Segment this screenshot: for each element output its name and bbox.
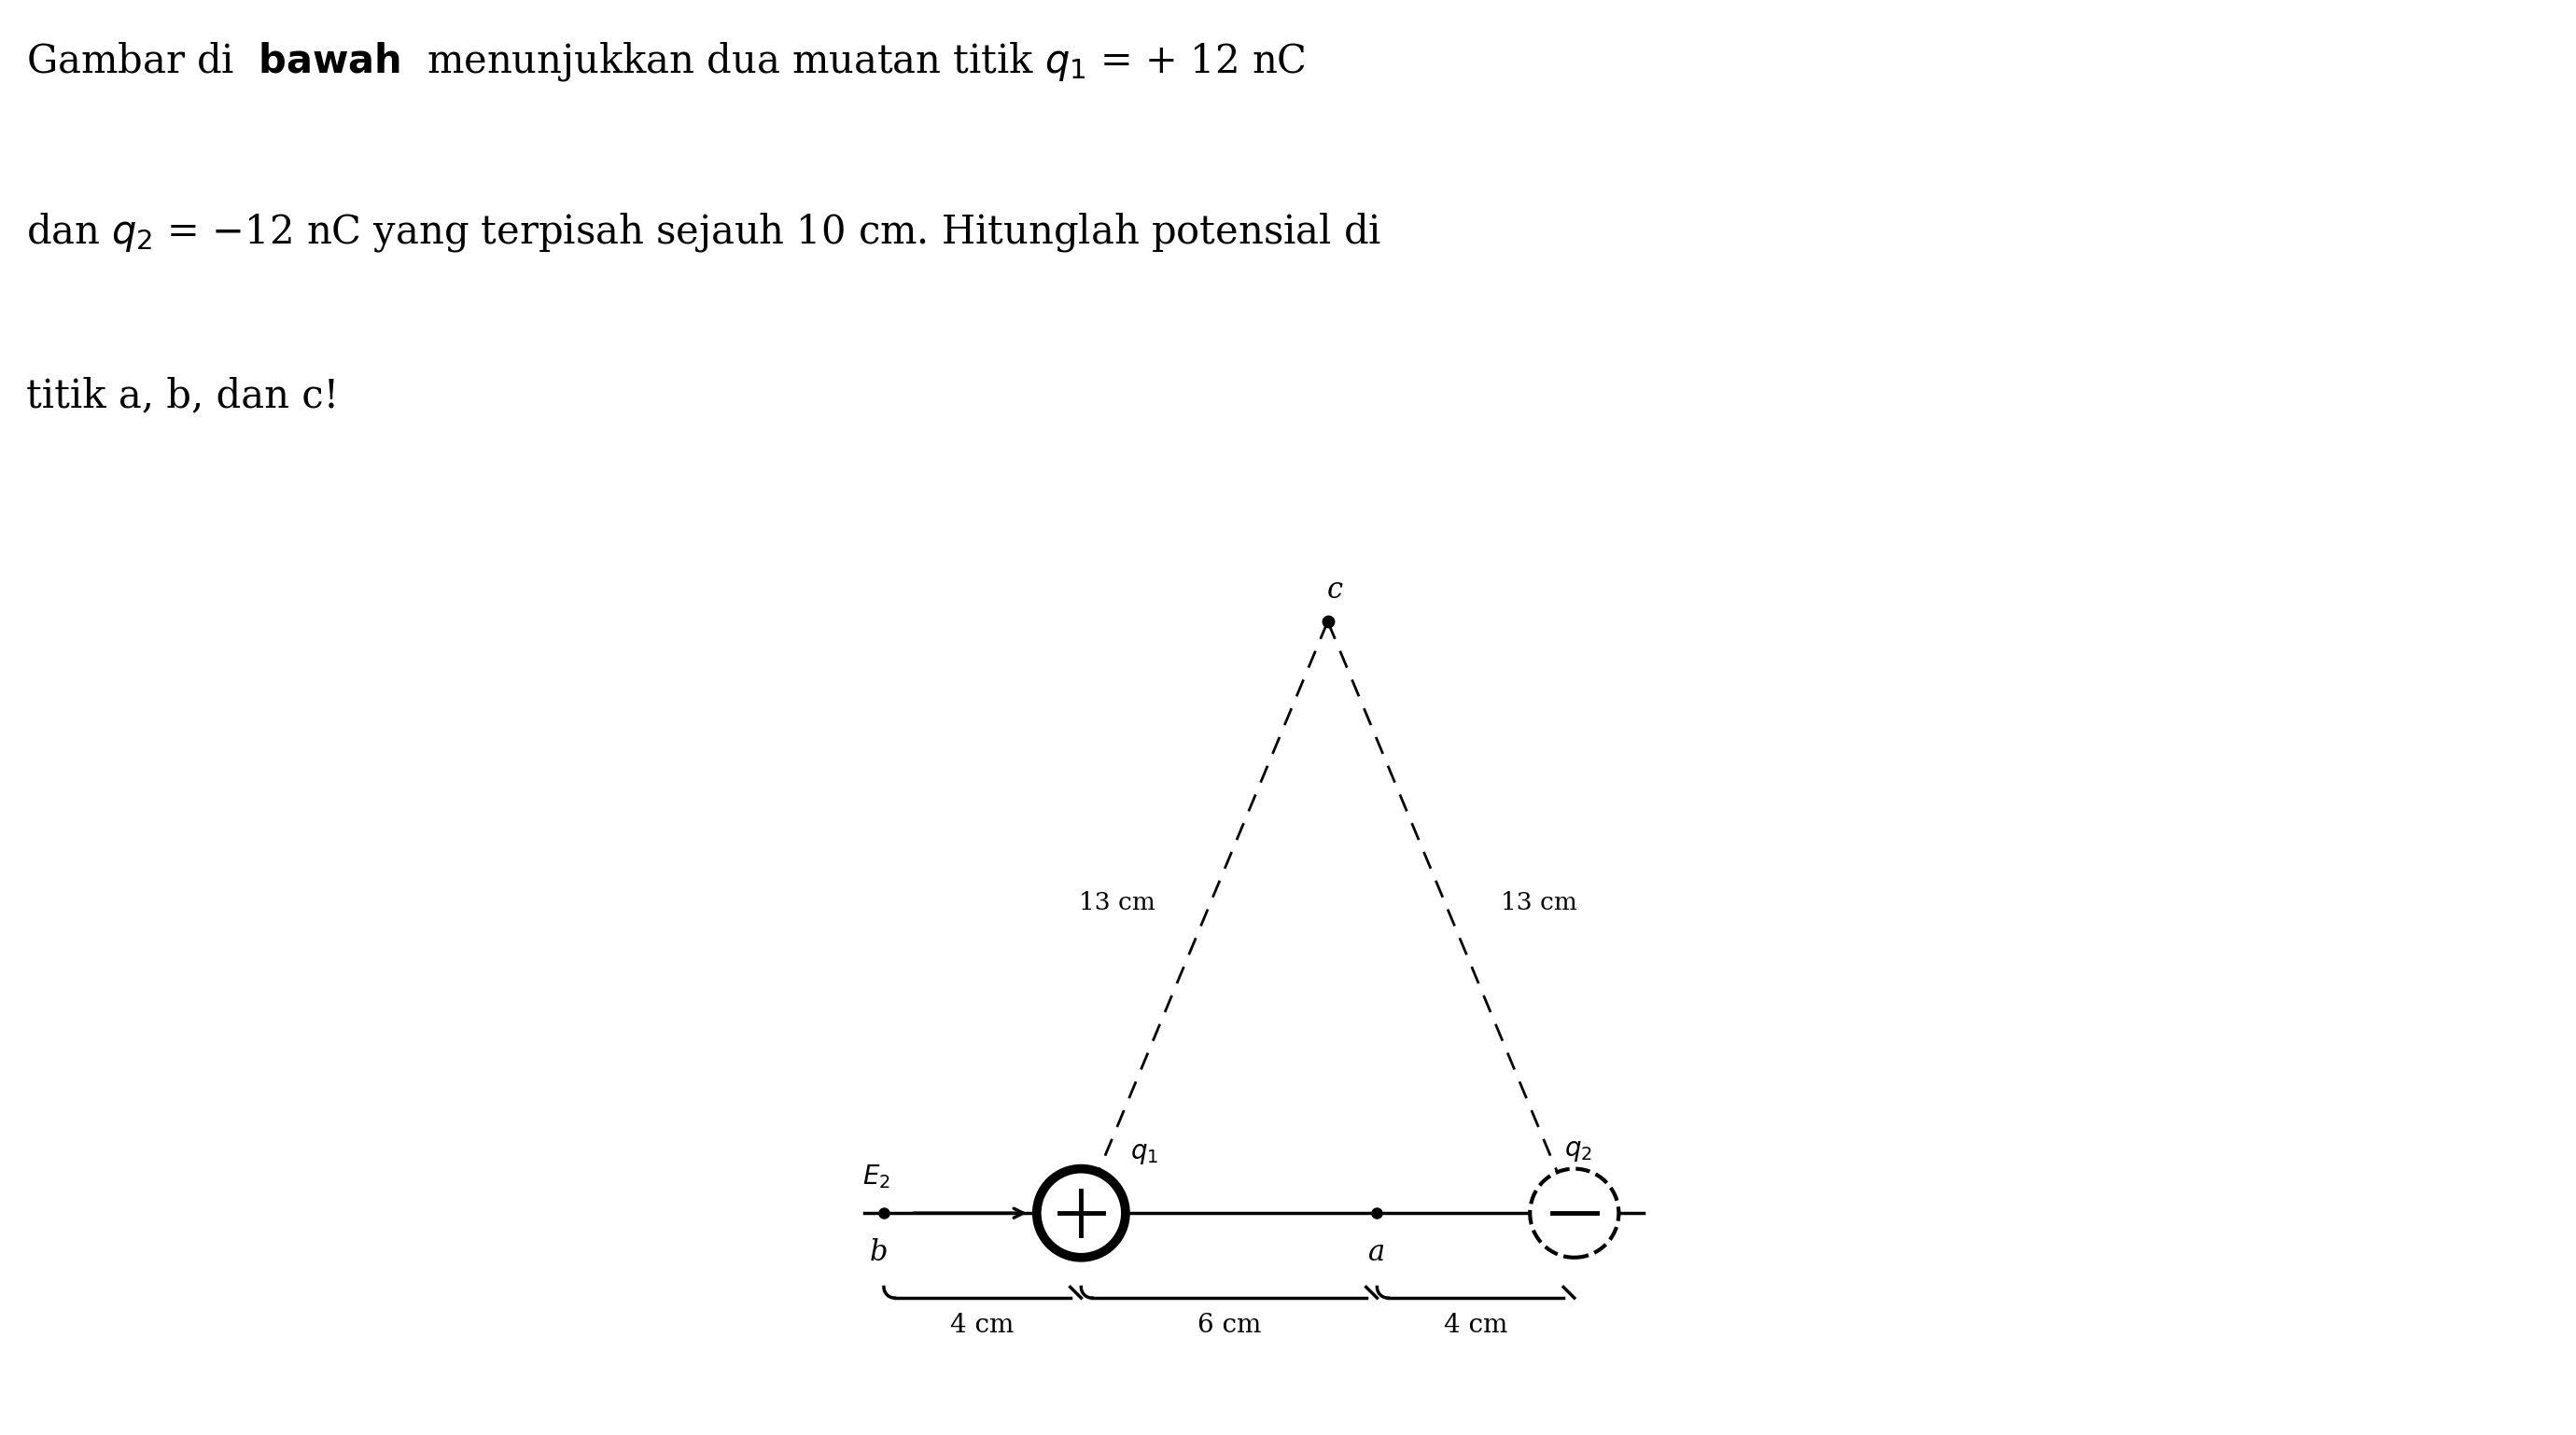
Text: 13 cm: 13 cm bbox=[1079, 891, 1154, 914]
Text: 6 cm: 6 cm bbox=[1198, 1313, 1262, 1337]
Text: titik a, b, dan c!: titik a, b, dan c! bbox=[26, 376, 337, 416]
Text: $q_2$: $q_2$ bbox=[1564, 1138, 1592, 1164]
Text: b: b bbox=[871, 1238, 889, 1267]
Circle shape bbox=[1530, 1168, 1618, 1257]
Text: c: c bbox=[1327, 575, 1342, 604]
Text: $q_1$: $q_1$ bbox=[1131, 1141, 1159, 1167]
Text: 4 cm: 4 cm bbox=[1443, 1313, 1507, 1337]
Text: 13 cm: 13 cm bbox=[1499, 891, 1577, 914]
Text: $E_2$: $E_2$ bbox=[863, 1164, 891, 1191]
Text: Gambar di  $\mathbf{bawah}$  menunjukkan dua muatan titik $q_1$ = + 12 nC: Gambar di $\mathbf{bawah}$ menunjukkan d… bbox=[26, 40, 1306, 83]
Text: dan $q_2$ = $-$12 nC yang terpisah sejauh 10 cm. Hitunglah potensial di: dan $q_2$ = $-$12 nC yang terpisah sejau… bbox=[26, 211, 1381, 254]
Circle shape bbox=[1036, 1168, 1126, 1257]
Text: 4 cm: 4 cm bbox=[951, 1313, 1015, 1337]
Text: a: a bbox=[1368, 1238, 1386, 1267]
